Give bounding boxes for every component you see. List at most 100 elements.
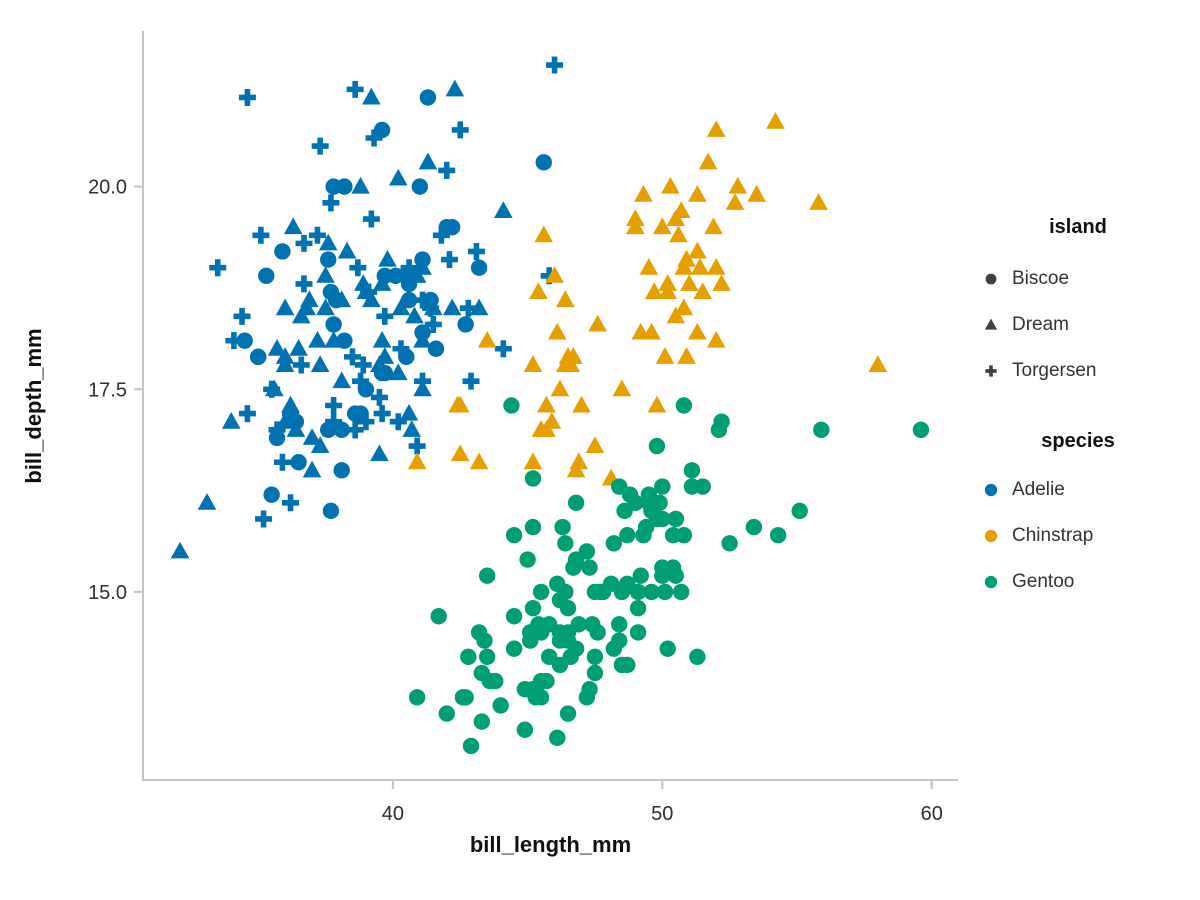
data-point bbox=[524, 518, 542, 536]
data-point bbox=[621, 486, 639, 503]
data-point bbox=[302, 460, 322, 478]
x-tick-label: 50 bbox=[651, 803, 673, 825]
data-point bbox=[457, 316, 474, 333]
data-point bbox=[669, 225, 688, 243]
data-point bbox=[362, 210, 380, 228]
data-point bbox=[912, 421, 930, 439]
data-point bbox=[813, 421, 830, 439]
data-point bbox=[438, 705, 455, 722]
data-point bbox=[524, 470, 542, 487]
data-point bbox=[586, 648, 604, 665]
data-point bbox=[258, 267, 275, 285]
legend-item-chinstrap: Chinstrap bbox=[980, 513, 1176, 559]
data-point bbox=[351, 176, 370, 194]
data-point bbox=[255, 510, 273, 528]
x-tick-label: 40 bbox=[382, 803, 404, 825]
data-point bbox=[651, 494, 668, 511]
data-point bbox=[320, 251, 337, 268]
data-point bbox=[634, 185, 653, 202]
legend-item-gentoo: Gentoo bbox=[980, 559, 1176, 605]
data-point bbox=[532, 624, 550, 641]
data-point bbox=[728, 176, 748, 194]
data-point bbox=[442, 298, 462, 316]
data-point bbox=[460, 648, 477, 665]
data-point bbox=[554, 518, 571, 536]
data-point bbox=[532, 583, 550, 601]
data-point bbox=[295, 234, 313, 252]
data-point bbox=[551, 632, 569, 649]
data-point bbox=[418, 152, 438, 170]
data-point bbox=[567, 640, 585, 657]
data-point bbox=[438, 161, 456, 179]
legend-item-label: Adelie bbox=[1012, 479, 1065, 500]
data-point bbox=[648, 437, 666, 455]
data-point bbox=[349, 259, 367, 277]
data-point bbox=[467, 242, 485, 260]
data-point bbox=[523, 355, 543, 372]
data-point bbox=[868, 355, 888, 372]
data-point bbox=[268, 429, 286, 447]
x-axis-label: bill_length_mm bbox=[469, 832, 632, 857]
data-point bbox=[689, 648, 706, 665]
legend-island-title: island bbox=[1049, 216, 1107, 238]
data-point bbox=[275, 412, 295, 429]
data-point bbox=[362, 290, 381, 308]
data-point bbox=[557, 583, 574, 601]
data-point bbox=[585, 436, 605, 454]
legend-marker-shape bbox=[984, 575, 998, 589]
legend-marker-shape bbox=[985, 273, 997, 285]
data-point bbox=[713, 413, 730, 430]
data-point bbox=[661, 176, 680, 194]
data-point bbox=[612, 379, 632, 397]
data-point bbox=[408, 689, 426, 706]
data-point bbox=[629, 583, 647, 601]
data-point bbox=[352, 372, 370, 390]
data-point bbox=[674, 257, 694, 275]
data-point bbox=[688, 185, 707, 202]
legend-item-adelie: Adelie bbox=[980, 467, 1176, 513]
data-point bbox=[373, 405, 391, 423]
data-point bbox=[643, 583, 660, 601]
data-point bbox=[570, 616, 587, 633]
legend-island-items: Biscoe Dream Torgersen bbox=[980, 256, 1176, 394]
data-point bbox=[402, 420, 422, 437]
data-point bbox=[282, 405, 300, 423]
legend-section-species: species Adelie Chinstrap Gentoo bbox=[980, 426, 1176, 605]
data-point bbox=[648, 510, 666, 528]
data-point bbox=[400, 291, 418, 309]
data-point bbox=[557, 535, 574, 552]
data-point bbox=[225, 332, 243, 350]
data-point bbox=[647, 395, 667, 413]
legend-marker-shape bbox=[984, 318, 998, 330]
data-point bbox=[586, 583, 604, 601]
data-point bbox=[675, 397, 693, 414]
data-point bbox=[534, 225, 554, 243]
data-point bbox=[688, 241, 707, 259]
data-point bbox=[337, 241, 357, 259]
x-tick-label: 60 bbox=[921, 803, 943, 825]
data-point bbox=[320, 421, 337, 439]
data-point bbox=[644, 282, 664, 300]
data-point bbox=[545, 266, 564, 283]
data-point bbox=[653, 217, 672, 235]
data-point bbox=[372, 330, 392, 348]
data-point bbox=[376, 307, 394, 325]
data-point bbox=[478, 648, 496, 665]
plus-icon bbox=[985, 365, 997, 377]
data-point bbox=[584, 616, 601, 633]
data-point bbox=[655, 347, 675, 364]
data-point bbox=[538, 672, 555, 690]
data-point bbox=[424, 298, 443, 316]
legend-item-label: Biscoe bbox=[1012, 268, 1070, 289]
circle-icon bbox=[984, 575, 998, 589]
data-point bbox=[459, 299, 477, 317]
data-point bbox=[725, 193, 745, 210]
data-point bbox=[318, 233, 338, 251]
data-point bbox=[578, 689, 596, 706]
data-point bbox=[238, 88, 256, 106]
data-point bbox=[316, 266, 335, 283]
data-point bbox=[492, 697, 509, 714]
data-point bbox=[706, 257, 726, 275]
data-point bbox=[322, 502, 340, 520]
data-point bbox=[690, 257, 710, 275]
